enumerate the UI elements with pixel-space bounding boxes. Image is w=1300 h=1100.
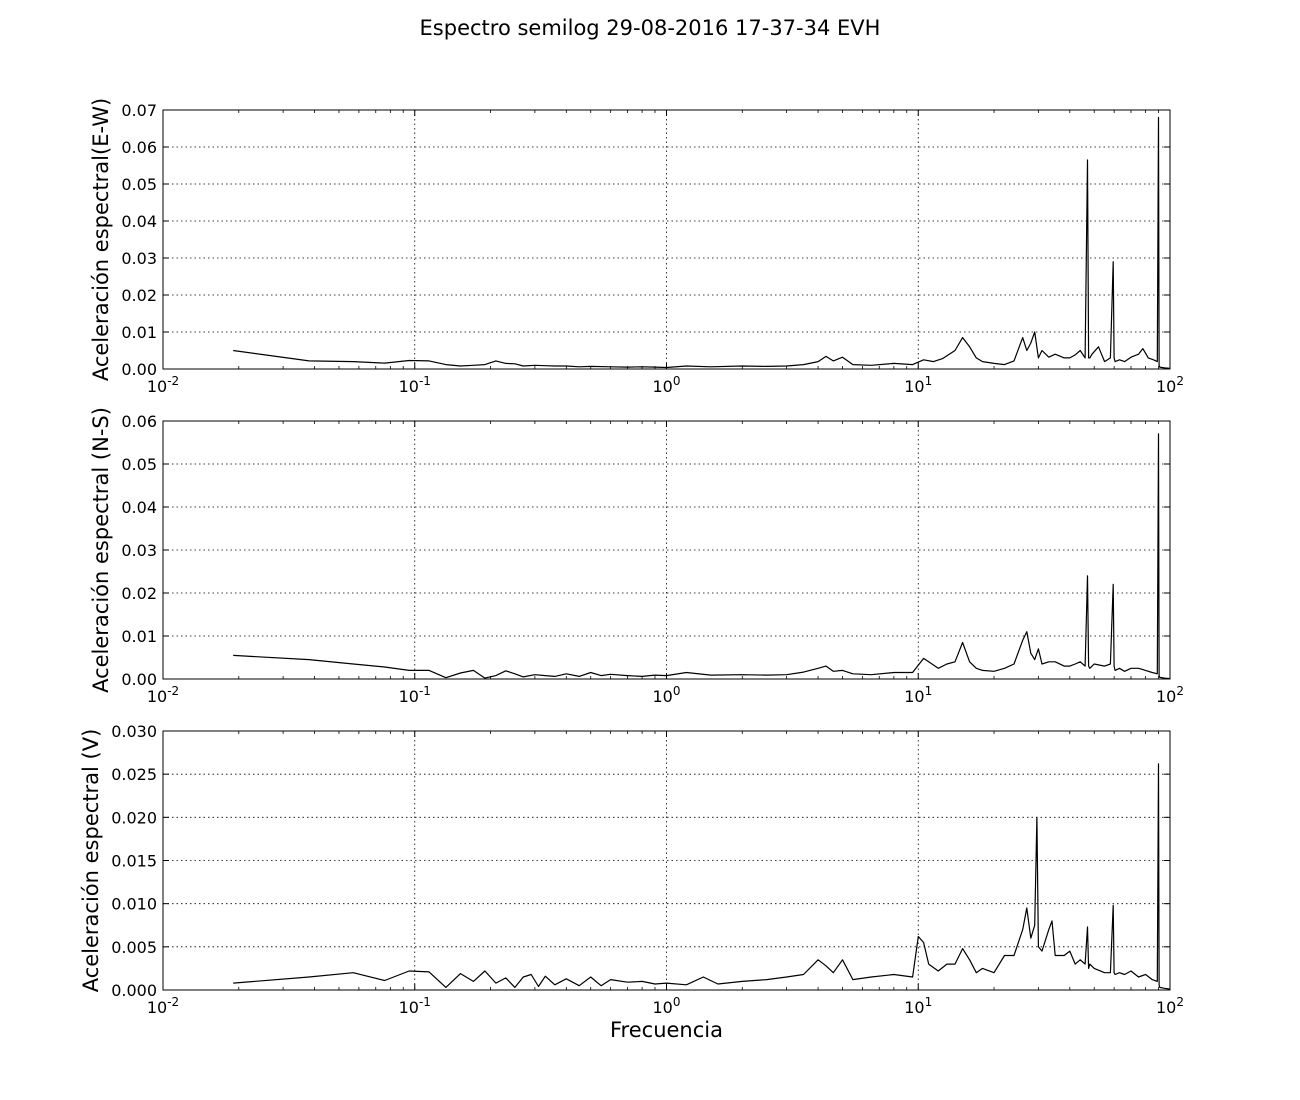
y-tick-label: 0.03 (121, 249, 157, 268)
y-tick-label: 0.015 (111, 852, 157, 871)
y-tick-label: 0.030 (111, 722, 157, 741)
y-tick-label: 0.020 (111, 808, 157, 827)
y-tick-label: 0.07 (121, 101, 157, 120)
figure-title: Espectro semilog 29-08-2016 17-37-34 EVH (419, 16, 881, 40)
y-tick-label: 0.025 (111, 765, 157, 784)
y-axis-label: Aceleración espectral (V) (79, 729, 103, 993)
plot-frame (162, 730, 1171, 991)
y-tick-label: 0.04 (121, 498, 157, 517)
y-tick-label: 0.005 (111, 938, 157, 957)
y-tick-label: 0.02 (121, 584, 157, 603)
x-tick-label: 10-2 (147, 374, 179, 396)
x-tick-label: 10-2 (147, 684, 179, 706)
y-tick-label: 0.04 (121, 212, 157, 231)
subplot-vertical: 0.000 0.005 0.010 0.015 0.020 0.025 0.030 10-2 1… (79, 722, 1184, 1017)
x-tick-label: 101 (904, 684, 932, 706)
plot-frame (162, 420, 1171, 680)
x-tick-label: 101 (904, 995, 932, 1017)
y-tick-label: 0.06 (121, 412, 157, 431)
x-tick-label: 102 (1156, 995, 1184, 1017)
x-tick-label: 100 (653, 684, 681, 706)
y-axis-label: Aceleración espectral(E-W) (89, 98, 113, 381)
y-axis-label: Aceleración espectral (N-S) (89, 407, 113, 693)
y-tick-label: 0.010 (111, 895, 157, 914)
series-line-east-west (233, 116, 1171, 369)
x-axis-label: Frecuencia (610, 1018, 723, 1042)
x-tick-label: 102 (1156, 374, 1184, 396)
x-tick-label: 102 (1156, 684, 1184, 706)
x-tick-label: 10-1 (399, 995, 431, 1017)
x-tick-label: 101 (904, 374, 932, 396)
y-tick-label: 0.02 (121, 286, 157, 305)
x-tick-label: 100 (653, 374, 681, 396)
y-tick-label: 0.000 (111, 981, 157, 1000)
y-tick-label: 0.00 (121, 670, 157, 689)
y-tick-label: 0.01 (121, 323, 157, 342)
subplot-east-west: 0.00 0.01 0.02 0.03 0.04 0.05 0.06 0.07 10-2 10-1… (89, 98, 1184, 396)
x-tick-label: 10-2 (147, 995, 179, 1017)
series-line-north-south (233, 433, 1171, 680)
y-tick-label: 0.05 (121, 455, 157, 474)
y-tick-label: 0.00 (121, 360, 157, 379)
y-tick-label: 0.03 (121, 541, 157, 560)
y-tick-label: 0.05 (121, 175, 157, 194)
plot-frame (162, 109, 1171, 370)
x-tick-label: 10-1 (399, 374, 431, 396)
x-tick-label: 100 (653, 995, 681, 1017)
subplot-north-south: 0.00 0.01 0.02 0.03 0.04 0.05 0.06 10-2 10-1 100 1… (89, 407, 1184, 706)
x-tick-label: 10-1 (399, 684, 431, 706)
y-tick-label: 0.06 (121, 138, 157, 157)
y-tick-label: 0.01 (121, 627, 157, 646)
series-line-vertical (233, 763, 1171, 990)
